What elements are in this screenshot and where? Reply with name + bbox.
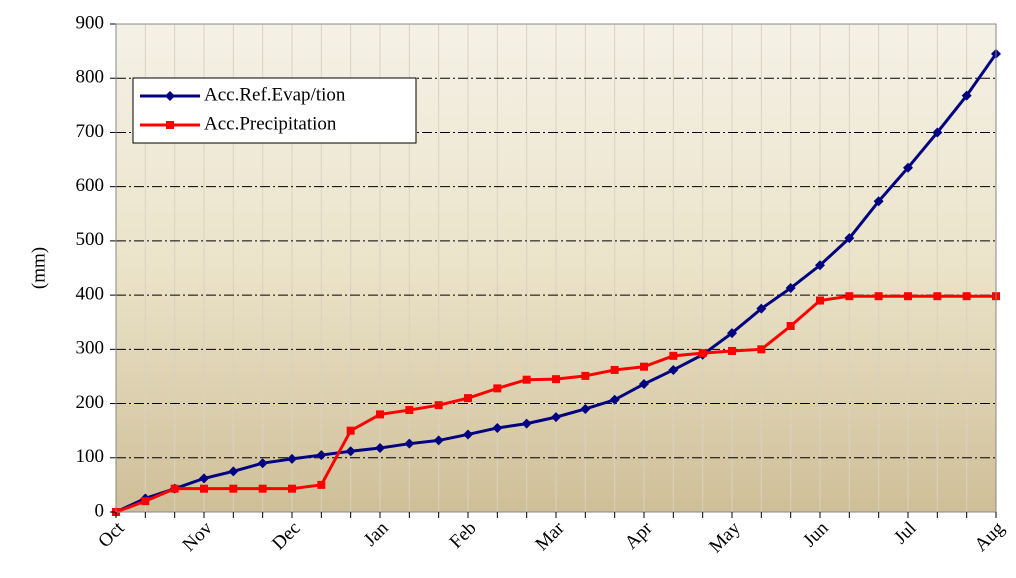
point (288, 484, 296, 493)
point (785, 283, 796, 294)
y-tick-label: 300 (76, 338, 105, 359)
point (756, 303, 767, 314)
y-tick-label: 800 (76, 67, 105, 88)
point (166, 121, 174, 129)
x-tick-label: Nov (179, 517, 217, 555)
x-tick-label: Apr (621, 517, 657, 553)
x-tick-label: Feb (446, 518, 481, 553)
point (200, 484, 208, 493)
point (728, 346, 736, 355)
point (640, 362, 648, 371)
point (845, 292, 854, 301)
point (404, 438, 415, 449)
x-tick-label: Jun (799, 517, 833, 551)
point (757, 345, 766, 354)
point (433, 435, 444, 446)
point (961, 90, 972, 101)
point (815, 260, 825, 271)
y-tick-label: 100 (76, 446, 105, 467)
point (904, 292, 912, 301)
y-tick-label: 500 (76, 229, 105, 250)
point (434, 401, 443, 410)
point (609, 394, 620, 405)
point (199, 473, 209, 484)
point (639, 379, 649, 390)
point (492, 422, 503, 433)
x-tick-label: Oct (94, 517, 129, 552)
y-tick-label: 400 (76, 283, 105, 304)
point (962, 292, 971, 301)
point (228, 466, 239, 477)
marks (111, 48, 1001, 517)
point (932, 127, 943, 138)
x-tick-label: Jul (890, 518, 921, 549)
legend-label: Acc.Precipitation (204, 113, 337, 134)
point (287, 453, 297, 464)
point (258, 484, 267, 493)
point (316, 450, 327, 461)
point (581, 371, 590, 380)
point (727, 328, 737, 339)
point (345, 446, 356, 457)
point (493, 384, 502, 393)
y-tick-label: 900 (76, 12, 105, 33)
point (375, 443, 385, 454)
point (844, 233, 855, 244)
point (141, 497, 150, 506)
x-tick-label: Mar (531, 517, 569, 555)
point (229, 484, 238, 493)
y-axis-label: (mm) (28, 247, 49, 289)
point (669, 351, 678, 360)
point (552, 375, 560, 384)
y-tick-label: 700 (76, 121, 105, 142)
point (873, 196, 884, 207)
point (257, 458, 268, 469)
point (317, 480, 326, 489)
point (786, 322, 795, 331)
y-tick-label: 600 (76, 175, 105, 196)
legend-box (132, 77, 417, 144)
y-tick-label: 0 (95, 500, 105, 521)
point (874, 292, 883, 301)
point (165, 91, 175, 101)
point (346, 426, 355, 435)
point (464, 394, 472, 403)
point (610, 365, 619, 374)
point (933, 292, 942, 301)
point (698, 349, 707, 358)
x-tick-label: Aug (971, 517, 1009, 555)
point (551, 412, 561, 423)
point (376, 410, 384, 419)
point (405, 406, 414, 415)
point (816, 296, 824, 305)
x-tick-label: Jan (360, 517, 393, 550)
point (580, 403, 591, 414)
point (522, 375, 531, 384)
point (668, 364, 679, 375)
point (170, 484, 179, 493)
legend-label: Acc.Ref.Evap/tion (204, 84, 346, 105)
point (463, 429, 473, 440)
point (903, 162, 913, 173)
point (521, 418, 532, 429)
x-tick-label: Dec (268, 518, 304, 554)
x-tick-label: May (705, 517, 745, 557)
legend: Acc.Ref.Evap/tion Acc.Precipitation (132, 77, 417, 144)
y-tick-label: 200 (76, 392, 105, 413)
